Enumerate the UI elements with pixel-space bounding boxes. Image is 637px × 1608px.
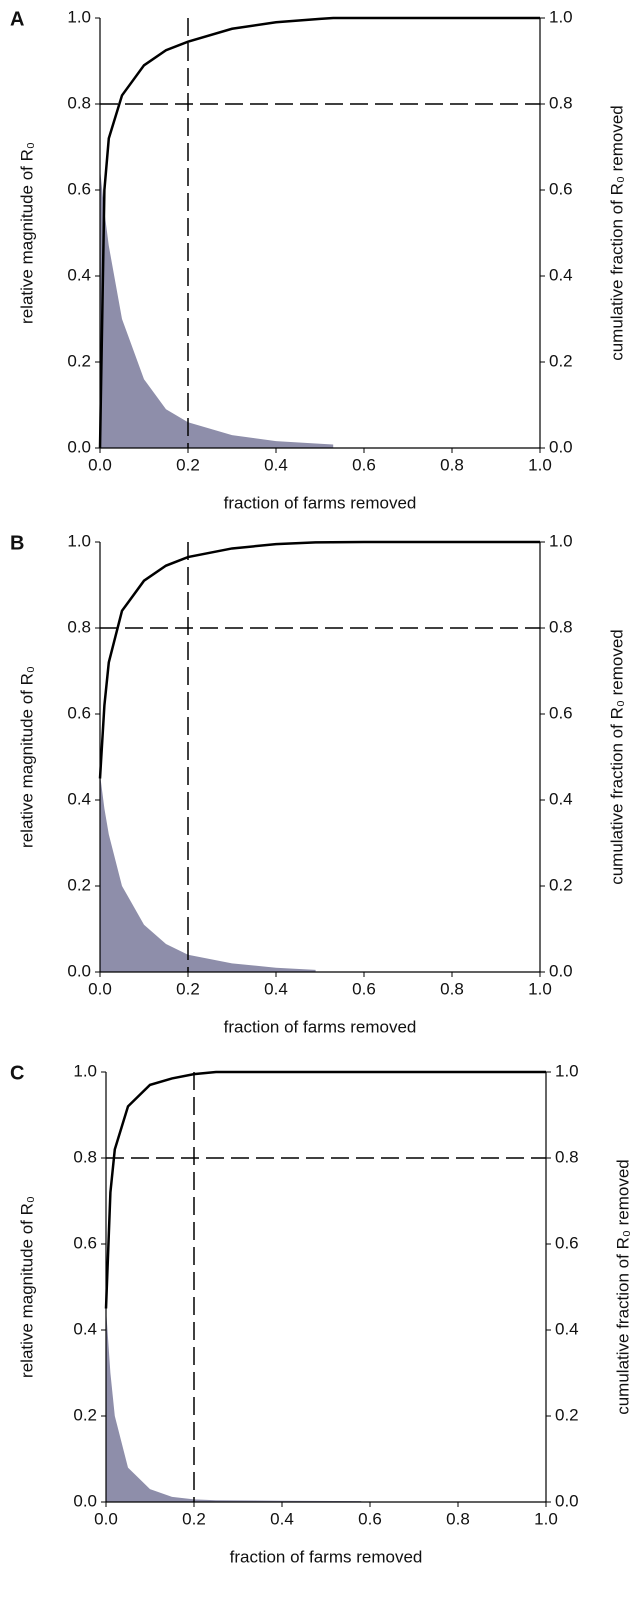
x-tick-label: 1.0 [528, 455, 552, 474]
line [98, 540, 540, 779]
y2-axis-label: cumulative fraction of R₀ removed [607, 105, 626, 361]
y-tick-label: 0.2 [67, 351, 91, 370]
y2-tick-label: 0.4 [549, 265, 573, 284]
x-tick-label: 0.6 [352, 455, 376, 474]
y-tick-label: 1.0 [67, 7, 91, 26]
y2-axis-label: cumulative fraction of R₀ removed [607, 629, 626, 885]
line [98, 16, 540, 449]
y2-tick-label: 1.0 [555, 1061, 579, 1080]
x-tick-label: 0.4 [264, 455, 288, 474]
area [100, 168, 334, 448]
panel-label: B [10, 532, 24, 554]
y-tick-label: 0.4 [67, 265, 91, 284]
x-tick-label: 0.4 [270, 1509, 294, 1528]
y2-tick-label: 1.0 [549, 531, 573, 550]
y2-tick-label: 0.8 [549, 93, 573, 112]
x-tick-label: 0.4 [264, 979, 288, 998]
area [106, 1308, 362, 1502]
y2-tick-label: 0.6 [549, 703, 573, 722]
x-tick-label: 0.2 [176, 979, 200, 998]
x-tick-label: 1.0 [534, 1509, 558, 1528]
y-tick-label: 0.4 [67, 789, 91, 808]
y-axis-label: relative magnitude of R₀ [17, 1196, 36, 1378]
y-tick-label: 0.6 [67, 703, 91, 722]
y2-tick-label: 0.4 [555, 1319, 579, 1338]
y-tick-label: 0.6 [67, 179, 91, 198]
y2-axis-label: cumulative fraction of R₀ removed [613, 1159, 632, 1415]
y2-tick-label: 0.6 [555, 1233, 579, 1252]
x-tick-label: 0.8 [446, 1509, 470, 1528]
x-tick-label: 1.0 [528, 979, 552, 998]
x-tick-label: 0.2 [176, 455, 200, 474]
y-axis-label: relative magnitude of R₀ [17, 666, 36, 848]
y-tick-label: 0.8 [73, 1147, 97, 1166]
y2-tick-label: 0.8 [555, 1147, 579, 1166]
y-tick-label: 0.8 [67, 617, 91, 636]
y-tick-label: 1.0 [73, 1061, 97, 1080]
y-tick-label: 0.0 [67, 437, 91, 456]
y2-tick-label: 0.6 [549, 179, 573, 198]
line [104, 1070, 546, 1309]
y2-tick-label: 0.4 [549, 789, 573, 808]
y-tick-label: 0.2 [73, 1405, 97, 1424]
x-tick-label: 0.6 [358, 1509, 382, 1528]
y-tick-label: 1.0 [67, 531, 91, 550]
y-tick-label: 0.6 [73, 1233, 97, 1252]
area [100, 774, 316, 972]
y2-tick-label: 0.2 [555, 1405, 579, 1424]
x-tick-label: 0.0 [88, 979, 112, 998]
y-axis-label: relative magnitude of R₀ [17, 142, 36, 324]
x-axis-label: fraction of farms removed [230, 1547, 423, 1566]
y2-tick-label: 0.2 [549, 875, 573, 894]
x-axis-label: fraction of farms removed [224, 493, 417, 512]
x-tick-label: 0.6 [352, 979, 376, 998]
x-tick-label: 0.8 [440, 979, 464, 998]
y-tick-label: 0.4 [73, 1319, 97, 1338]
y2-tick-label: 0.0 [549, 437, 573, 456]
x-tick-label: 0.8 [440, 455, 464, 474]
panel-label: A [10, 8, 24, 30]
y-tick-label: 0.0 [67, 961, 91, 980]
y2-tick-label: 1.0 [549, 7, 573, 26]
y-tick-label: 0.0 [73, 1491, 97, 1510]
x-axis-label: fraction of farms removed [224, 1017, 417, 1036]
panel-label: C [10, 1062, 24, 1084]
x-tick-label: 0.0 [88, 455, 112, 474]
y2-tick-label: 0.8 [549, 617, 573, 636]
x-tick-label: 0.2 [182, 1509, 206, 1528]
x-tick-label: 0.0 [94, 1509, 118, 1528]
y2-tick-label: 0.0 [555, 1491, 579, 1510]
y2-tick-label: 0.0 [549, 961, 573, 980]
y2-tick-label: 0.2 [549, 351, 573, 370]
y-tick-label: 0.8 [67, 93, 91, 112]
y-tick-label: 0.2 [67, 875, 91, 894]
